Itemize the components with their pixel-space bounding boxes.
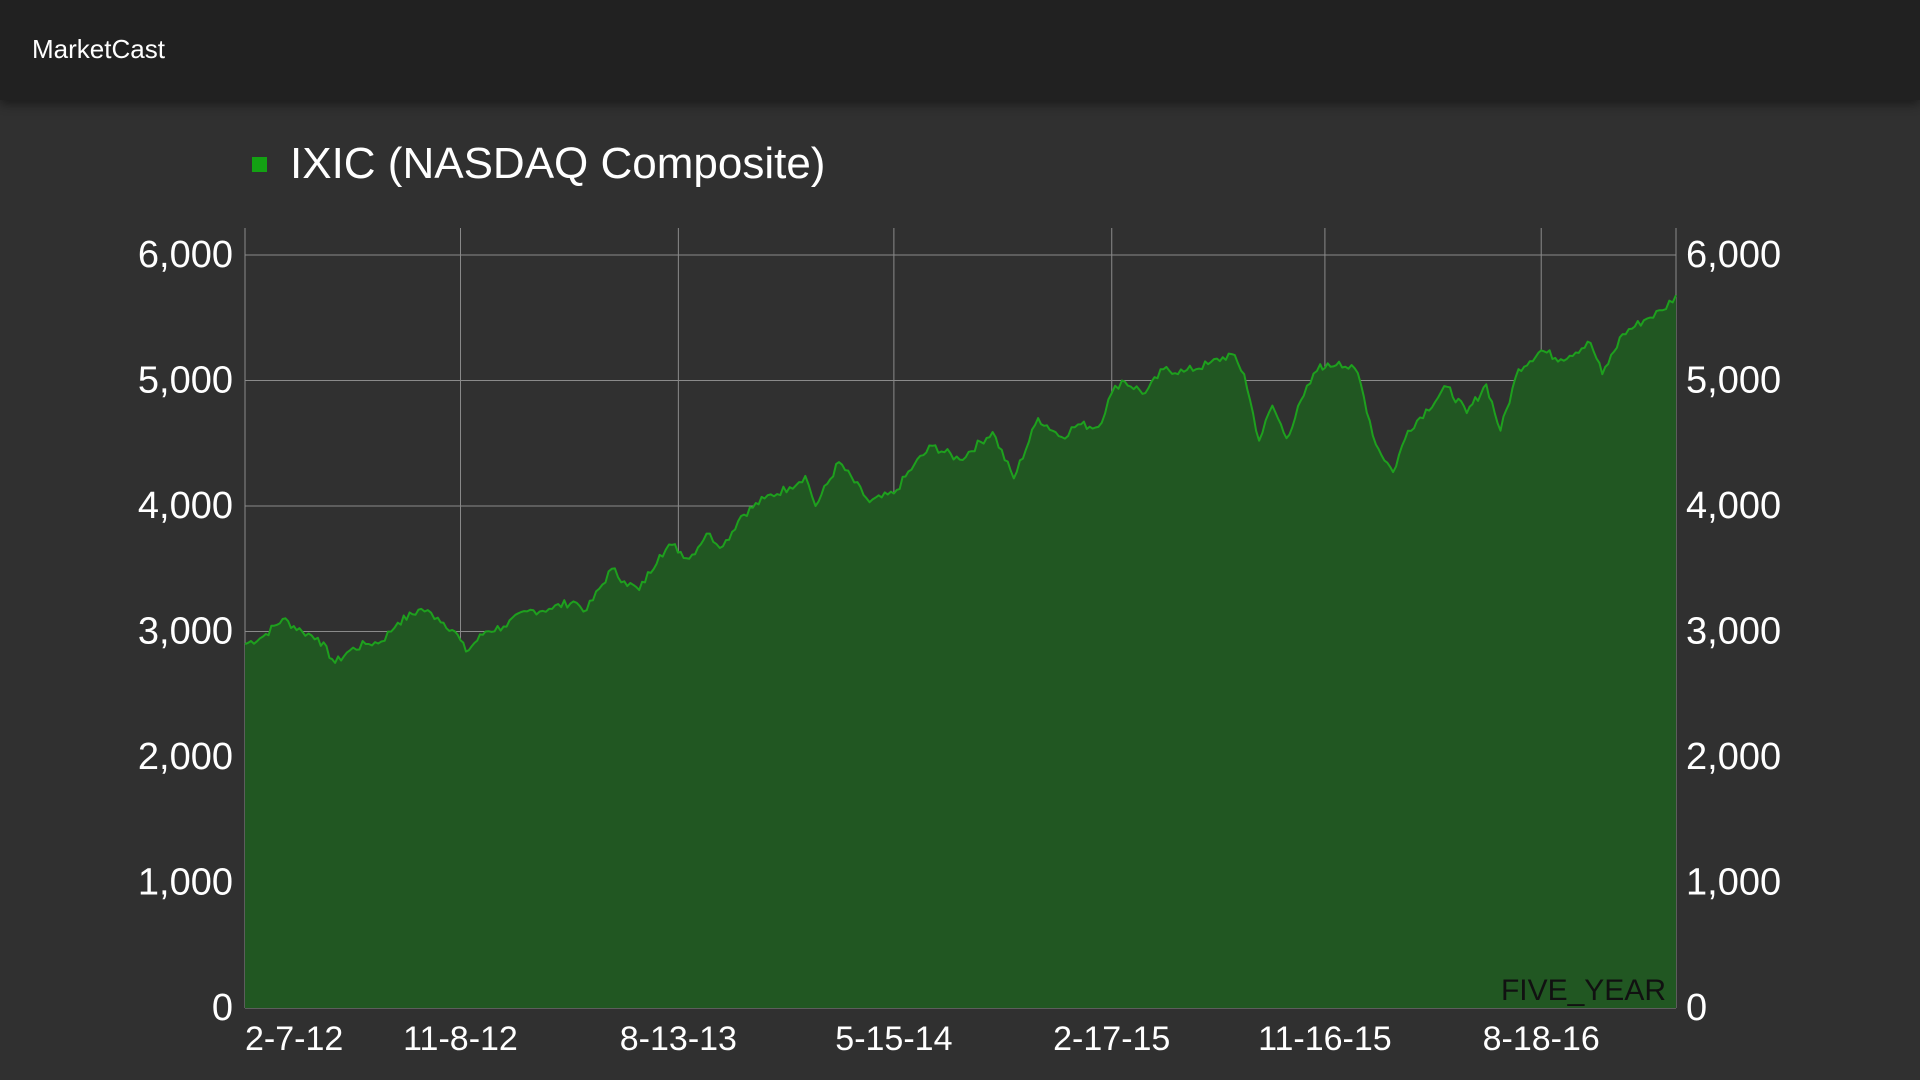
y-tick-label-right: 5,000 (1686, 360, 1781, 402)
x-tick-label: 8-13-13 (620, 1020, 737, 1058)
x-tick-label: 2-17-15 (1053, 1020, 1170, 1058)
app-bar: MarketCast (0, 0, 1920, 100)
y-tick-label-right: 4,000 (1686, 485, 1781, 527)
x-tick-label: 2-7-12 (245, 1020, 343, 1058)
x-tick-label: 11-16-15 (1258, 1020, 1392, 1058)
series-line (244, 294, 1677, 664)
x-tick-label: 11-8-12 (403, 1020, 518, 1058)
y-tick-label-left: 0 (212, 987, 233, 1029)
y-tick-label-left: 1,000 (138, 862, 233, 904)
right-y-axis-ticks: 0 1,000 2,000 3,000 4,000 5,000 6,000 (1686, 234, 1781, 1029)
series-area-fill (245, 295, 1676, 1008)
x-axis-ticks: 2-7-12 11-8-12 8-13-13 5-15-14 2-17-15 11-16-… (245, 1020, 1600, 1058)
range-label: FIVE_YEAR (1501, 974, 1666, 1007)
x-tick-label: 5-15-14 (835, 1020, 952, 1058)
y-tick-label-right: 2,000 (1686, 736, 1781, 778)
y-tick-label-left: 3,000 (138, 611, 233, 653)
y-tick-label-right: 6,000 (1686, 234, 1781, 276)
legend-label: IXIC (NASDAQ Composite) (290, 139, 826, 188)
y-tick-label-right: 1,000 (1686, 862, 1781, 904)
chart-legend: IXIC (NASDAQ Composite) (252, 138, 825, 190)
app-title: MarketCast (32, 34, 165, 64)
y-tick-label-right: 0 (1686, 987, 1707, 1029)
series-points (244, 295, 1677, 663)
y-tick-label-left: 2,000 (138, 736, 233, 778)
y-tick-label-left: 6,000 (138, 234, 233, 276)
y-tick-label-left: 5,000 (138, 360, 233, 402)
y-tick-label-right: 3,000 (1686, 611, 1781, 653)
y-tick-label-left: 4,000 (138, 485, 233, 527)
left-y-axis-ticks: 0 1,000 2,000 3,000 4,000 5,000 6,000 (138, 234, 233, 1029)
legend-swatch (252, 156, 267, 172)
x-tick-label: 8-18-16 (1483, 1020, 1600, 1058)
